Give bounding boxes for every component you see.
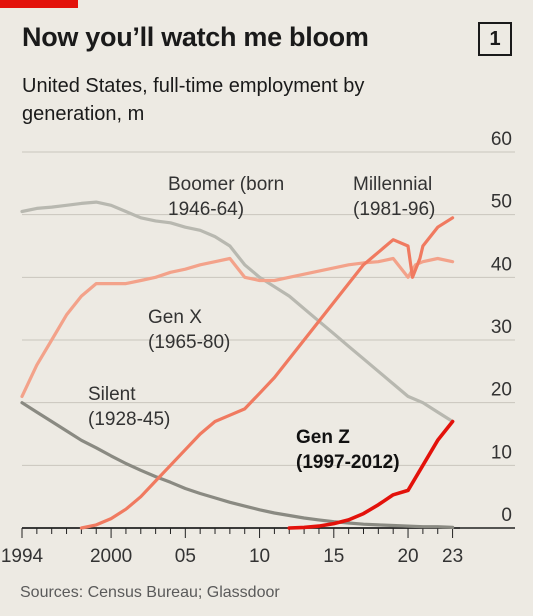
y-tick-label-30: 30 [491, 317, 512, 338]
source-note: Sources: Census Bureau; Glassdoor [20, 584, 280, 601]
y-axis-ticks: 0 10 20 30 40 50 60 [491, 129, 512, 526]
series-label-boomer: Boomer (born 1946-64) [168, 174, 284, 220]
chart-subtitle: United States, full-time employment by g… [22, 75, 365, 125]
series-label-line: Gen Z [296, 427, 350, 448]
series-line-millennial [79, 216, 455, 530]
series-label-line: 1946-64) [168, 199, 244, 220]
x-axis: 1994 2000 05 10 15 20 23 [1, 527, 463, 567]
series-label-gen-x: Gen X (1965-80) [148, 307, 230, 353]
series-label-silent: Silent (1928-45) [88, 384, 170, 430]
x-tick-label-2000: 2000 [90, 546, 132, 567]
y-tick-label-50: 50 [491, 192, 512, 213]
chart-title: Now you’ll watch me bloom [22, 22, 369, 52]
series-line-silent [20, 401, 455, 529]
series-label-millennial: Millennial (1981-96) [353, 174, 435, 220]
series-label-line: Boomer (born [168, 174, 284, 195]
y-tick-label-0: 0 [501, 505, 512, 526]
brand-red-bar [0, 0, 78, 8]
series-line-gen-x [20, 256, 455, 398]
x-tick-label-1994: 1994 [1, 546, 44, 567]
series-label-line: (1981-96) [353, 199, 435, 220]
x-tick-label-2023: 23 [442, 546, 463, 567]
series-label-line: (1928-45) [88, 409, 170, 430]
x-tick-label-2015: 15 [323, 546, 344, 567]
y-tick-label-20: 20 [491, 380, 512, 401]
series-line-boomer [20, 200, 455, 424]
series-lines [20, 200, 455, 530]
series-label-line: Millennial [353, 174, 432, 195]
y-tick-label-40: 40 [491, 254, 512, 275]
series-label-line: Silent [88, 384, 136, 405]
series-labels: Silent (1928-45) Boomer (born 1946-64) Gen X… [88, 174, 435, 473]
series-label-line: Gen X [148, 307, 202, 328]
y-tick-label-60: 60 [491, 129, 512, 150]
series-label-line: (1997-2012) [296, 452, 400, 473]
grid-lines [22, 151, 515, 529]
figure-number-badge: 1 [478, 22, 512, 56]
series-label-line: (1965-80) [148, 332, 230, 353]
series-line-gen-z [287, 419, 455, 530]
x-tick-label-2020: 20 [397, 546, 418, 567]
y-tick-label-10: 10 [491, 442, 512, 463]
x-tick-label-2010: 10 [249, 546, 270, 567]
x-tick-label-2005: 05 [175, 546, 196, 567]
series-label-gen-z: Gen Z (1997-2012) [296, 427, 400, 473]
